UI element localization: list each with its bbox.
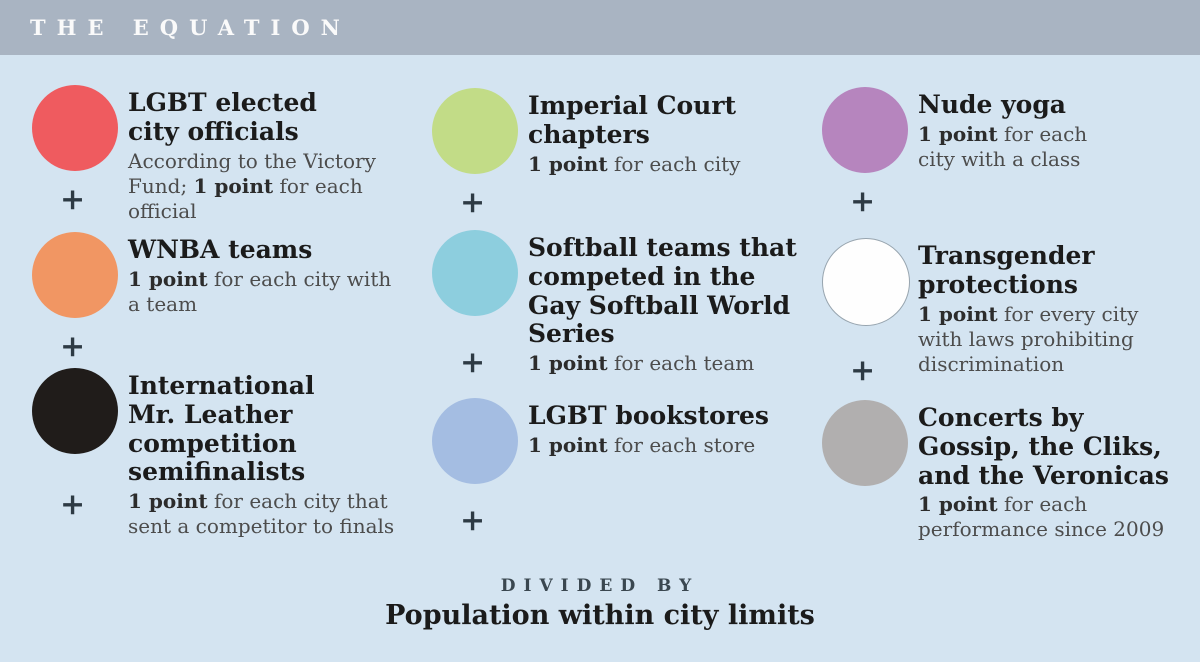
item-desc: 1 point for each city with a team — [128, 267, 418, 317]
item-heading: Nude yoga — [918, 90, 1066, 119]
desc-post: for each official — [128, 173, 363, 223]
category-circle — [32, 85, 118, 171]
plus-sign: + — [60, 182, 86, 217]
desc-bold: 1 point — [128, 489, 208, 513]
desc-bold: 1 point — [528, 151, 608, 176]
desc-post: for each team — [607, 351, 755, 375]
denominator-label: Population within city limits — [385, 600, 815, 631]
category-circle — [32, 232, 118, 318]
plus-sign: + — [850, 353, 876, 388]
desc-post: for each city that sent a competitor to … — [128, 489, 395, 538]
item-heading: Imperial Court chapters — [528, 91, 737, 149]
desc-post: for every city with laws prohibiting dis… — [918, 301, 1139, 376]
item-text: Nude yoga 1 point for each city with a c… — [918, 90, 1200, 172]
item-desc: 1 point for every city with laws prohibi… — [918, 302, 1200, 377]
desc-post: for each city — [607, 151, 741, 176]
item-heading: LGBT bookstores — [528, 401, 769, 430]
desc-post: for each city with a class — [918, 121, 1088, 171]
desc-bold: 1 point — [528, 432, 608, 457]
divided-by-label: DIVIDED BY — [500, 576, 700, 596]
category-circle — [432, 88, 518, 174]
item-text: Softball teams that competed in the Gay … — [528, 233, 818, 376]
item-text: WNBA teams 1 point for each city with a … — [128, 235, 418, 317]
plus-sign: + — [850, 184, 876, 219]
item-heading: Softball teams that competed in the Gay … — [528, 233, 797, 349]
item-desc: 1 point for each city with a class — [918, 122, 1200, 172]
item-desc: 1 point for each store — [528, 433, 818, 458]
desc-bold: 1 point — [918, 121, 998, 146]
plus-sign: + — [60, 487, 86, 522]
desc-bold: 1 point — [918, 492, 998, 517]
item-heading: Transgender protections — [918, 241, 1095, 299]
item-text: LGBT elected city officials According to… — [128, 88, 418, 224]
item-desc: 1 point for each performance since 2009 — [918, 492, 1200, 542]
item-text: International Mr. Leather competition se… — [128, 371, 418, 539]
desc-bold: 1 point — [128, 266, 208, 291]
item-desc: 1 point for each team — [528, 351, 818, 376]
item-text: Concerts by Gossip, the Cliks, and the V… — [918, 403, 1200, 542]
plus-sign: + — [60, 329, 86, 364]
item-desc: 1 point for each city that sent a compet… — [128, 489, 418, 539]
plus-sign: + — [460, 503, 486, 538]
desc-bold: 1 point — [193, 173, 274, 198]
item-desc: According to the Victory Fund; 1 point f… — [128, 149, 418, 224]
desc-pre: According to the Victory Fund; — [128, 148, 376, 198]
item-heading: WNBA teams — [128, 235, 313, 264]
item-text: Imperial Court chapters 1 point for each… — [528, 91, 818, 177]
desc-post: for each performance since 2009 — [918, 492, 1165, 542]
category-circle — [432, 230, 518, 316]
item-heading: International Mr. Leather competition se… — [128, 371, 315, 487]
item-heading: Concerts by Gossip, the Cliks, and the V… — [918, 403, 1169, 490]
desc-bold: 1 point — [918, 301, 998, 326]
desc-post: for each city with a team — [128, 266, 392, 316]
desc-bold: 1 point — [528, 351, 608, 375]
plus-sign: + — [460, 185, 486, 220]
page-title: THE EQUATION — [30, 15, 351, 40]
category-circle — [822, 87, 908, 173]
item-heading: LGBT elected city officials — [128, 88, 317, 146]
item-desc: 1 point for each city — [528, 152, 818, 177]
divided-by-section: DIVIDED BY Population within city limits — [0, 576, 1200, 631]
category-circle — [432, 398, 518, 484]
plus-sign: + — [460, 345, 486, 380]
category-circle — [822, 238, 910, 326]
category-circle — [822, 400, 908, 486]
desc-post: for each store — [607, 432, 756, 457]
category-circle — [32, 368, 118, 454]
header-bar: THE EQUATION — [0, 0, 1200, 55]
item-text: LGBT bookstores 1 point for each store — [528, 401, 818, 458]
item-text: Transgender protections 1 point for ever… — [918, 241, 1200, 377]
